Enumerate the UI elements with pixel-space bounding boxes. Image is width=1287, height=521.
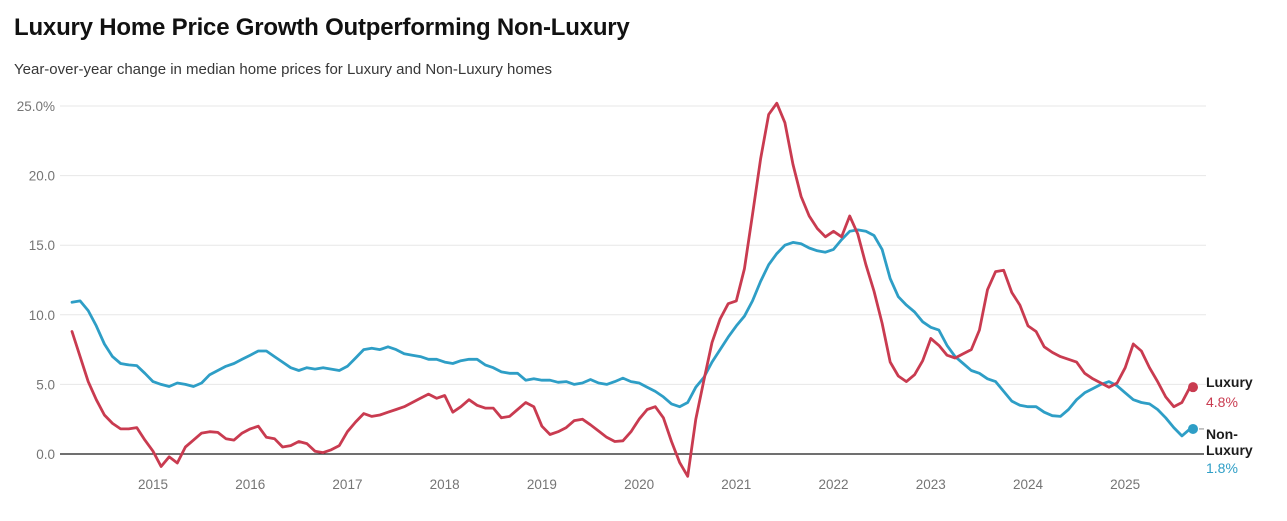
- x-tick-label: 2025: [1110, 477, 1140, 492]
- y-tick-label: 5.0: [36, 377, 55, 392]
- x-tick-label: 2016: [235, 477, 265, 492]
- x-tick-label: 2020: [624, 477, 654, 492]
- chart-subtitle: Year-over-year change in median home pri…: [14, 61, 553, 78]
- nonluxury-series-end-label: Non-Luxury: [1206, 426, 1253, 458]
- luxury-end-dot: [1188, 382, 1198, 393]
- x-tick-label: 2021: [721, 477, 751, 492]
- nonluxury-line: [70, 228, 1192, 438]
- luxury-line: [70, 101, 1192, 478]
- y-tick-label: 20.0: [29, 169, 55, 184]
- x-tick-label: 2022: [819, 477, 849, 492]
- chart-title: Luxury Home Price Growth Outperforming N…: [14, 14, 630, 41]
- y-tick-label: 10.0: [29, 308, 55, 323]
- y-tick-label: 25.0%: [17, 99, 55, 114]
- nonluxury-end-dot: [1188, 423, 1198, 434]
- x-tick-label: 2015: [138, 477, 168, 492]
- x-tick-label: 2023: [916, 477, 946, 492]
- y-tick-label: 15.0: [29, 238, 55, 253]
- y-tick-label: 0.0: [36, 447, 55, 462]
- x-tick-label: 2019: [527, 477, 557, 492]
- luxury-series-end-label: Luxury: [1206, 374, 1253, 390]
- nonluxury-series-end-value: 1.8%: [1206, 460, 1238, 476]
- x-tick-label: 2024: [1013, 477, 1044, 492]
- x-tick-label: 2018: [430, 477, 460, 492]
- x-tick-label: 2017: [332, 477, 362, 492]
- luxury-series-end-value: 4.8%: [1206, 394, 1238, 410]
